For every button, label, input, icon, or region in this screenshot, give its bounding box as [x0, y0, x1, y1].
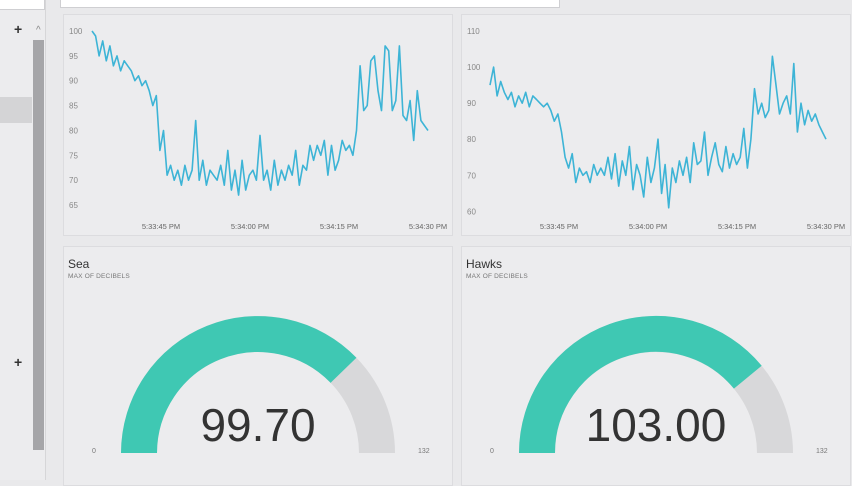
- gauge-subtitle: MAX OF DECIBELS: [466, 273, 528, 280]
- y-tick-label: 90: [69, 77, 78, 86]
- line-chart-right: 60 70 80 90 100 110 5:33:45 PM 5:34:00 PM 5:34:1…: [467, 27, 845, 231]
- x-tick-label: 5:34:00 PM: [231, 222, 269, 231]
- y-tick-label: 75: [69, 151, 78, 160]
- gauge-title: Hawks: [466, 257, 503, 271]
- line-chart-tile-right[interactable]: 60 70 80 90 100 110 5:33:45 PM 5:34:00 PM 5:34:1…: [461, 14, 851, 236]
- y-tick-label: 100: [467, 63, 481, 72]
- gauge-max-label: 132: [418, 448, 430, 455]
- gauge-min-label: 0: [490, 448, 494, 455]
- x-tick-label: 5:34:30 PM: [409, 222, 447, 231]
- y-tick-label: 60: [467, 207, 476, 216]
- gauge-fill: [121, 316, 357, 454]
- left-rail: + ^ +: [0, 0, 46, 480]
- top-input-bar[interactable]: [60, 0, 560, 8]
- line-chart-tile-left[interactable]: 65 70 75 80 85 90 95 100 5:33:45 PM 5:34:00 PM 5:3…: [63, 14, 453, 236]
- gauge-subtitle: MAX OF DECIBELS: [68, 273, 130, 280]
- chevron-up-icon[interactable]: ^: [36, 25, 41, 36]
- rail-selected-item[interactable]: [0, 97, 32, 123]
- y-tick-label: 90: [467, 99, 476, 108]
- rail-divider: [45, 0, 46, 480]
- y-tick-label: 95: [69, 52, 78, 61]
- y-tick-label: 70: [467, 171, 476, 180]
- gauge-value: 99.70: [200, 399, 316, 451]
- gauge-fill: [519, 315, 762, 454]
- y-tick-label: 85: [69, 102, 78, 111]
- series-line: [91, 30, 429, 196]
- y-tick-label: 80: [69, 126, 78, 135]
- gauge-title: Sea: [68, 257, 90, 271]
- gauge-tile-hawks[interactable]: Hawks MAX OF DECIBELS 103.00 0 132: [461, 246, 851, 486]
- gauge-min-label: 0: [92, 448, 96, 455]
- gauge-hawks: [519, 315, 793, 454]
- x-tick-label: 5:34:30 PM: [807, 222, 845, 231]
- add-icon-bottom[interactable]: +: [14, 354, 23, 370]
- rail-scrollbar[interactable]: [33, 40, 44, 450]
- gauge-value: 103.00: [585, 399, 727, 451]
- y-tick-label: 65: [69, 201, 78, 210]
- x-tick-label: 5:34:15 PM: [320, 222, 358, 231]
- x-tick-label: 5:33:45 PM: [540, 222, 578, 231]
- x-tick-label: 5:33:45 PM: [142, 222, 180, 231]
- x-tick-label: 5:34:00 PM: [629, 222, 667, 231]
- y-tick-label: 70: [69, 176, 78, 185]
- gauge-sea: [121, 316, 395, 454]
- rail-top-box: [0, 0, 45, 10]
- line-chart-left: 65 70 75 80 85 90 95 100 5:33:45 PM 5:34:00 PM 5:3…: [69, 27, 447, 231]
- y-tick-label: 80: [467, 135, 476, 144]
- y-tick-label: 100: [69, 27, 83, 36]
- x-tick-label: 5:34:15 PM: [718, 222, 756, 231]
- y-tick-label: 110: [467, 27, 480, 36]
- gauge-tile-sea[interactable]: Sea MAX OF DECIBELS 99.70 0 132: [63, 246, 453, 486]
- series-line: [489, 55, 827, 209]
- gauge-max-label: 132: [816, 448, 828, 455]
- add-icon[interactable]: +: [14, 21, 23, 37]
